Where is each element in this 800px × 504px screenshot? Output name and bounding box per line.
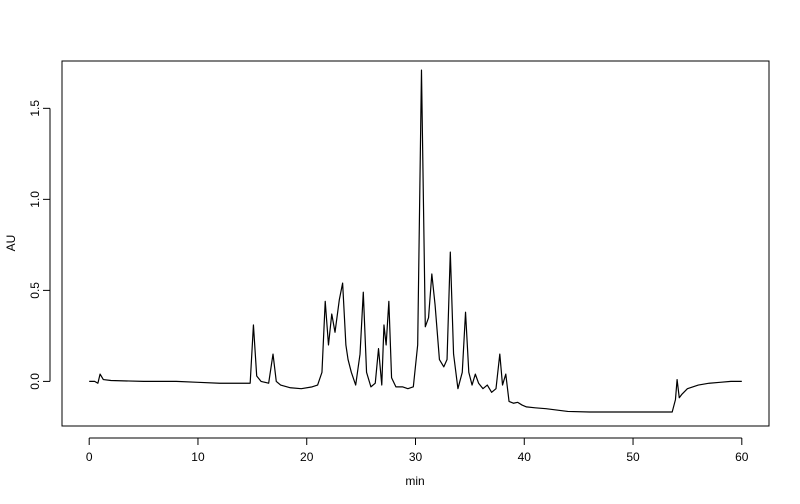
x-axis-label: min (405, 474, 424, 488)
x-axis: 0 10 20 30 40 50 60 (86, 437, 749, 464)
x-tick-label: 40 (518, 450, 532, 464)
y-tick-label: 1.5 (28, 100, 42, 117)
y-tick-label: 1.0 (28, 191, 42, 208)
y-axis-label: AU (4, 235, 18, 252)
x-tick-label: 50 (626, 450, 640, 464)
x-tick-label: 60 (735, 450, 749, 464)
x-tick-label: 30 (409, 450, 423, 464)
x-tick-label: 0 (86, 450, 93, 464)
x-tick-label: 20 (300, 450, 314, 464)
y-tick-label: 0.5 (28, 282, 42, 299)
x-tick-label: 10 (191, 450, 205, 464)
y-axis: 0.0 0.5 1.0 1.5 (28, 100, 51, 390)
plot-frame (61, 60, 770, 427)
y-tick-label: 0.0 (28, 373, 42, 390)
chromatogram-trace (89, 69, 742, 413)
